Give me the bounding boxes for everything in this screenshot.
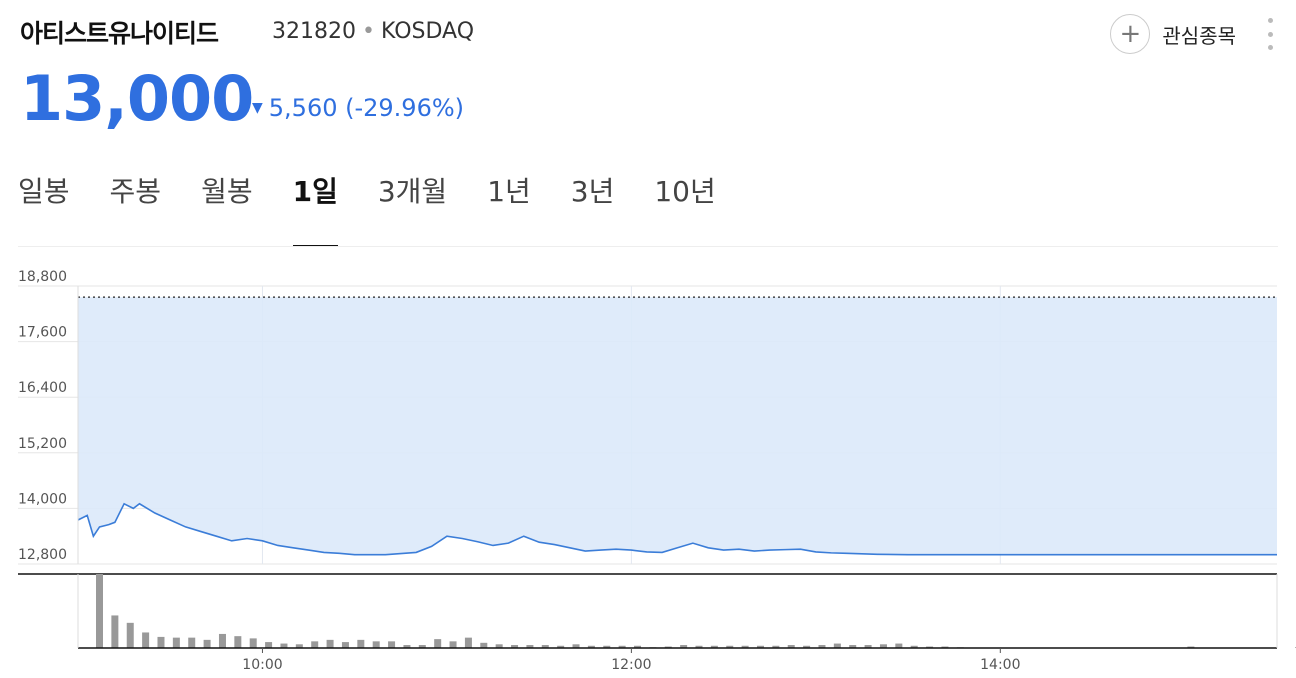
y-tick-label: 16,400: [18, 380, 67, 396]
volume-bar: [403, 645, 411, 648]
volume-bar: [572, 644, 580, 648]
price-change: ▼ 5,560 (-29.96%): [252, 94, 464, 122]
y-tick-label: 17,600: [18, 325, 67, 341]
volume-bar: [157, 636, 165, 648]
x-tick-label: 14:00: [980, 657, 1020, 672]
volume-bar: [541, 645, 549, 648]
market-name: KOSDAQ: [380, 19, 475, 44]
volume-bar: [772, 645, 780, 648]
price-area-fill: [78, 297, 1277, 555]
volume-bar: [557, 645, 565, 648]
volume-bar: [833, 643, 841, 648]
volume-bar: [249, 638, 257, 648]
volume-bar: [618, 645, 626, 648]
volume-bar: [526, 645, 534, 648]
price-line: [77, 502, 1277, 556]
stock-meta: 321820 • KOSDAQ: [272, 19, 474, 44]
stock-code: 321820: [272, 19, 356, 44]
volume-bar: [172, 637, 180, 648]
volume-bar: [388, 641, 396, 648]
volume-bar: [587, 645, 595, 648]
tab-1day[interactable]: 1일: [292, 170, 339, 247]
y-tick-label: 14,000: [18, 491, 67, 507]
volume-bar: [311, 641, 319, 648]
volume-bar: [418, 645, 426, 648]
volume-bar: [372, 641, 380, 648]
x-tick-label: 10:00: [242, 657, 282, 672]
volume-bar: [326, 639, 334, 648]
x-tick-label: 12:00: [611, 657, 651, 672]
volume-bar: [434, 639, 442, 648]
volume-bar: [634, 645, 642, 648]
tab-3months[interactable]: 3개월: [377, 175, 448, 208]
volume-bar: [895, 643, 903, 648]
plus-icon: +: [1110, 14, 1151, 54]
tab-weekly[interactable]: 주봉: [109, 175, 162, 208]
volume-bar: [126, 622, 134, 648]
volume-bar: [188, 637, 196, 648]
volume-bar: [680, 645, 688, 648]
kebab-menu-icon[interactable]: [1264, 18, 1276, 50]
y-tick-label: 18,800: [18, 269, 67, 285]
volume-bar: [295, 644, 303, 648]
tab-10years[interactable]: 10년: [654, 175, 716, 208]
separator-dot: •: [361, 19, 375, 44]
volume-bar: [818, 645, 826, 648]
current-price: 13,000: [20, 62, 254, 135]
stock-name: 아티스트유나이티드: [20, 19, 219, 48]
volume-bar: [603, 645, 611, 648]
intraday-chart[interactable]: 12,800 14,000 15,200 16,400 17,600 18,800 10:0…: [0, 262, 1296, 672]
volume-bar: [480, 642, 488, 648]
watchlist-label: 관심종목: [1162, 23, 1236, 48]
tab-1year[interactable]: 1년: [487, 175, 531, 208]
volume-bar: [849, 645, 857, 648]
volume-bar: [357, 639, 365, 648]
down-arrow-icon: ▼: [252, 100, 263, 116]
volume-bar: [864, 645, 872, 648]
y-tick-label: 15,200: [18, 436, 67, 452]
add-to-watchlist-button[interactable]: + 관심종목: [1110, 14, 1236, 54]
period-tabs: 일봉 주봉 월봉 1일 3개월 1년 3년 10년: [18, 170, 756, 247]
volume-bar: [449, 641, 457, 648]
tab-divider: [18, 246, 1278, 247]
tab-daily[interactable]: 일봉: [18, 175, 70, 208]
y-tick-label: 12,800: [18, 547, 67, 563]
stock-header: 아티스트유나이티드 321820 • KOSDAQ + 관심종목: [20, 14, 1276, 54]
volume-bar: [218, 633, 226, 648]
volume-bar: [695, 645, 703, 648]
volume-bar: [511, 645, 519, 648]
volume-bar: [726, 645, 734, 648]
volume-bar: [495, 644, 503, 648]
volume-bar: [756, 645, 764, 648]
volume-bar: [111, 615, 119, 648]
volume-bar: [234, 636, 242, 648]
volume-bar: [341, 642, 349, 648]
tab-monthly[interactable]: 월봉: [201, 175, 253, 208]
volume-bar: [96, 574, 103, 648]
volume-bar: [879, 644, 887, 648]
volume-bar: [910, 645, 918, 648]
volume-bar: [280, 643, 288, 648]
volume-bar: [803, 645, 811, 648]
change-value: 5,560 (-29.96%): [268, 94, 465, 122]
volume-bar: [203, 639, 211, 648]
volume-bar: [710, 645, 718, 648]
volume-bar: [142, 632, 150, 648]
volume-bar: [464, 637, 472, 648]
tab-3years[interactable]: 3년: [570, 175, 615, 208]
volume-bar: [741, 645, 749, 648]
volume-bar: [787, 645, 795, 648]
volume-bar: [265, 642, 273, 648]
